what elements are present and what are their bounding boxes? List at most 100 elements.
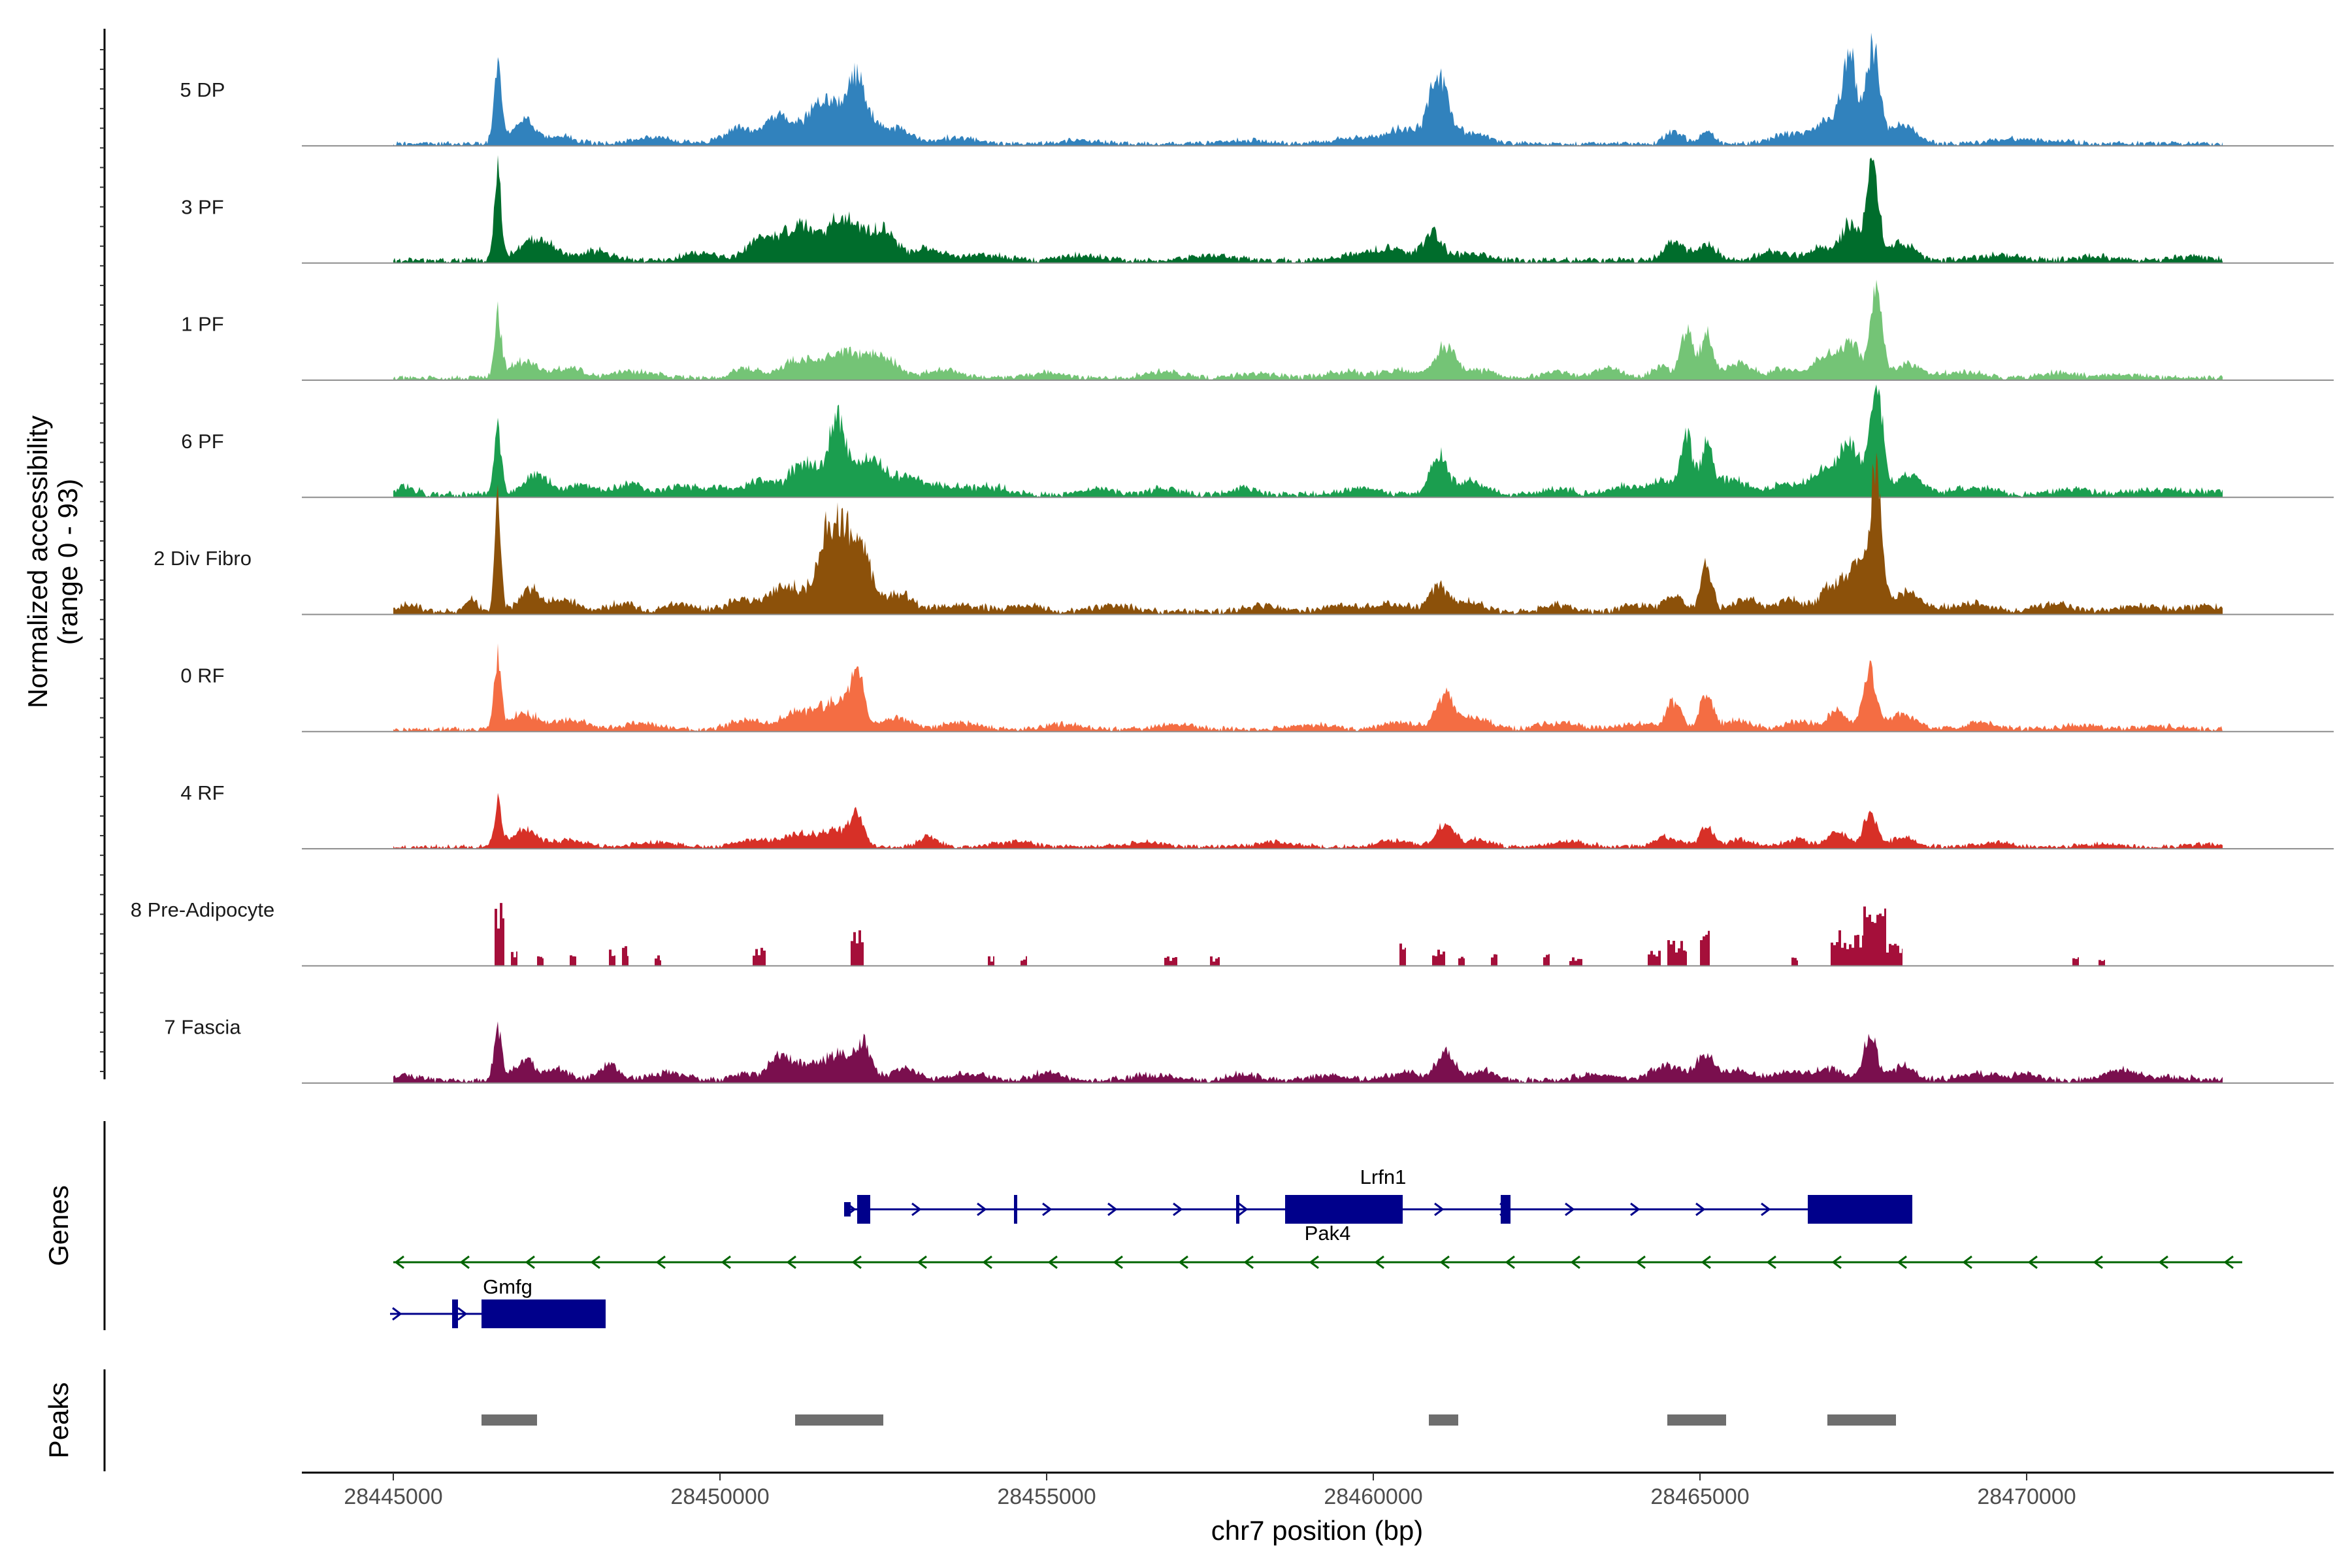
- gene-exon: [1236, 1195, 1239, 1224]
- track-label: 3 PF: [181, 195, 223, 218]
- gene-strand-arrow: [457, 1307, 468, 1321]
- gene-lrfn1: Lrfn1: [844, 1166, 1912, 1224]
- x-axis-title: chr7 position (bp): [1211, 1515, 1424, 1546]
- gene-strand-arrow: [655, 1255, 666, 1269]
- gene-exon: [452, 1299, 458, 1328]
- gene-strand-arrow: [786, 1255, 796, 1269]
- gene-strand-arrow: [1238, 1202, 1249, 1217]
- gene-exon: [1285, 1195, 1403, 1224]
- gene-track-label: Genes: [43, 1185, 74, 1266]
- gene-strand-arrow: [2158, 1255, 2168, 1269]
- peak-region: [482, 1414, 537, 1426]
- track-coverage-area: [393, 155, 2223, 263]
- gene-strand-arrow: [1766, 1255, 1776, 1269]
- gene-strand-arrow: [1434, 1202, 1445, 1217]
- gene-strand-arrow: [2223, 1255, 2234, 1269]
- gene-strand-arrow: [1243, 1255, 1254, 1269]
- gene-strand-arrow: [911, 1202, 922, 1217]
- gene-strand-arrow: [2093, 1255, 2103, 1269]
- gene-strand-arrow: [1107, 1202, 1118, 1217]
- gene-strand-arrow: [590, 1255, 600, 1269]
- gene-strand-arrow: [1178, 1255, 1188, 1269]
- gene-strand-arrow: [1042, 1202, 1053, 1217]
- gene-strand-arrow: [1439, 1255, 1450, 1269]
- gene-strand-arrow: [1695, 1202, 1706, 1217]
- gene-strand-arrow: [392, 1307, 402, 1321]
- track-4-rf: 4 RF: [180, 781, 2334, 850]
- track-7-fascia: 7 Fascia: [164, 1015, 2334, 1084]
- gene-strand-arrow: [1761, 1202, 1771, 1217]
- x-axis-tick-label: 28455000: [997, 1484, 1096, 1509]
- gene-label: Gmfg: [483, 1275, 532, 1298]
- peak-region: [1429, 1414, 1458, 1426]
- gene-strand-arrow: [1630, 1202, 1641, 1217]
- gene-strand-arrow: [1570, 1255, 1580, 1269]
- track-2-div-fibro: 2 Div Fibro: [154, 452, 2334, 615]
- peak-region: [1667, 1414, 1726, 1426]
- peak-track-label: Peaks: [43, 1382, 74, 1459]
- track-coverage-area: [393, 384, 2223, 498]
- x-axis-tick-label: 28445000: [344, 1484, 442, 1509]
- gene-exon: [1501, 1195, 1511, 1224]
- gene-strand-arrow: [1113, 1255, 1123, 1269]
- peak-region: [795, 1414, 883, 1426]
- x-axis: 28445000 28450000 28455000 28460000 28465000…: [302, 1471, 2334, 1509]
- track-label: 5 DP: [180, 78, 225, 101]
- peak-track: [482, 1414, 1896, 1426]
- gene-gmfg: Gmfg: [390, 1275, 606, 1328]
- gene-exon: [482, 1299, 606, 1328]
- track-0-rf: 0 RF: [180, 643, 2334, 732]
- track-label: 8 Pre-Adipocyte: [131, 898, 275, 921]
- track-1-pf: 1 PF: [181, 280, 2334, 381]
- gene-exon: [857, 1195, 870, 1224]
- gene-exon: [1014, 1195, 1017, 1224]
- gene-strand-arrow: [1831, 1255, 1842, 1269]
- gene-strand-arrow: [2027, 1255, 2038, 1269]
- gene-strand-arrow: [1635, 1255, 1646, 1269]
- x-axis-tick-label: 28460000: [1324, 1484, 1422, 1509]
- gene-track: Lrfn1 Pak4 Gmfg: [390, 1166, 2242, 1328]
- track-label: 0 RF: [180, 664, 224, 687]
- gene-strand-arrow: [1047, 1255, 1058, 1269]
- gene-strand-arrow: [982, 1255, 992, 1269]
- track-coverage-area: [393, 643, 2223, 732]
- track-label: 4 RF: [180, 781, 224, 804]
- x-axis-tick-label: 28450000: [670, 1484, 769, 1509]
- x-axis-tick-label: 28470000: [1977, 1484, 2076, 1509]
- gene-strand-arrow: [459, 1255, 470, 1269]
- gene-strand-arrow: [721, 1255, 731, 1269]
- peak-region: [1827, 1414, 1896, 1426]
- track-3-pf: 3 PF: [181, 155, 2334, 264]
- gene-strand-arrow: [1897, 1255, 1907, 1269]
- track-5-dp: 5 DP: [180, 33, 2334, 147]
- track-label: 6 PF: [181, 430, 223, 453]
- track-coverage-area: [393, 452, 2223, 615]
- gene-strand-arrow: [851, 1255, 862, 1269]
- gene-exon: [844, 1202, 851, 1217]
- gene-label: Pak4: [1305, 1222, 1351, 1245]
- track-8-pre-adipocyte: 8 Pre-Adipocyte: [131, 898, 2334, 967]
- gene-strand-arrow: [394, 1255, 404, 1269]
- gene-strand-arrow: [1962, 1255, 1972, 1269]
- coverage-y-axis-title: Normalized accessibility: [22, 416, 53, 708]
- x-axis-tick-label: 28465000: [1650, 1484, 1749, 1509]
- gene-strand-arrow: [1565, 1202, 1575, 1217]
- gene-strand-arrow: [1505, 1255, 1515, 1269]
- track-label: 1 PF: [181, 313, 223, 336]
- gene-strand-arrow: [1701, 1255, 1711, 1269]
- gene-strand-arrow: [917, 1255, 927, 1269]
- track-coverage-area: [393, 903, 2223, 966]
- gene-label: Lrfn1: [1360, 1166, 1407, 1188]
- track-coverage-area: [393, 792, 2223, 849]
- track-6-pf: 6 PF: [181, 384, 2334, 498]
- coverage-tracks: 5 DP 3 PF 1 PF 6 PF 2 Div Fibro 0 RF 4 RF 8 Pre…: [131, 33, 2334, 1084]
- track-label: 2 Div Fibro: [154, 547, 252, 570]
- coverage-y-axis-range: (range 0 - 93): [52, 479, 83, 645]
- gene-strand-arrow: [1374, 1255, 1384, 1269]
- gene-strand-arrow: [1173, 1202, 1183, 1217]
- gene-strand-arrow: [977, 1202, 987, 1217]
- track-coverage-area: [393, 280, 2223, 380]
- track-coverage-area: [393, 1021, 2223, 1083]
- gene-strand-arrow: [525, 1255, 535, 1269]
